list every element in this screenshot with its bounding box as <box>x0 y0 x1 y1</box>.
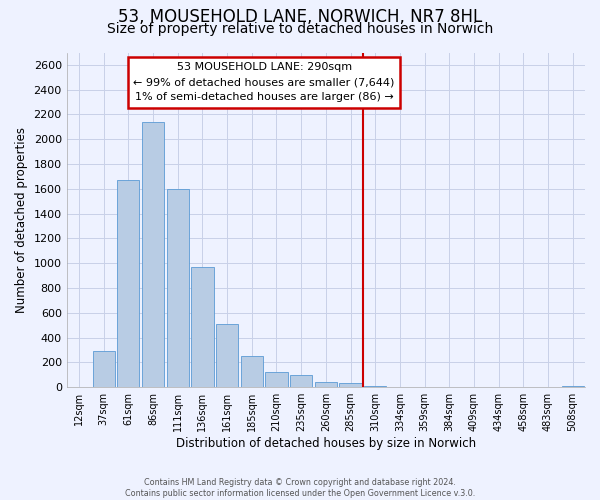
X-axis label: Distribution of detached houses by size in Norwich: Distribution of detached houses by size … <box>176 437 476 450</box>
Bar <box>142 122 164 387</box>
Bar <box>512 386 535 387</box>
Bar <box>389 386 411 387</box>
Bar <box>537 386 559 387</box>
Bar <box>562 386 584 387</box>
Bar <box>265 372 287 387</box>
Bar <box>92 352 115 387</box>
Text: Contains HM Land Registry data © Crown copyright and database right 2024.
Contai: Contains HM Land Registry data © Crown c… <box>125 478 475 498</box>
Bar <box>68 386 90 387</box>
Bar <box>290 376 312 387</box>
Bar <box>315 382 337 387</box>
Bar <box>463 386 485 387</box>
Bar <box>117 180 139 387</box>
Text: Size of property relative to detached houses in Norwich: Size of property relative to detached ho… <box>107 22 493 36</box>
Bar <box>364 386 386 387</box>
Text: 53 MOUSEHOLD LANE: 290sqm
← 99% of detached houses are smaller (7,644)
1% of sem: 53 MOUSEHOLD LANE: 290sqm ← 99% of detac… <box>133 62 395 102</box>
Bar <box>438 386 460 387</box>
Y-axis label: Number of detached properties: Number of detached properties <box>15 127 28 313</box>
Text: 53, MOUSEHOLD LANE, NORWICH, NR7 8HL: 53, MOUSEHOLD LANE, NORWICH, NR7 8HL <box>118 8 482 26</box>
Bar <box>216 324 238 387</box>
Bar <box>488 386 510 387</box>
Bar <box>241 356 263 387</box>
Bar <box>340 384 362 387</box>
Bar <box>413 386 436 387</box>
Bar <box>191 267 214 387</box>
Bar <box>167 189 189 387</box>
